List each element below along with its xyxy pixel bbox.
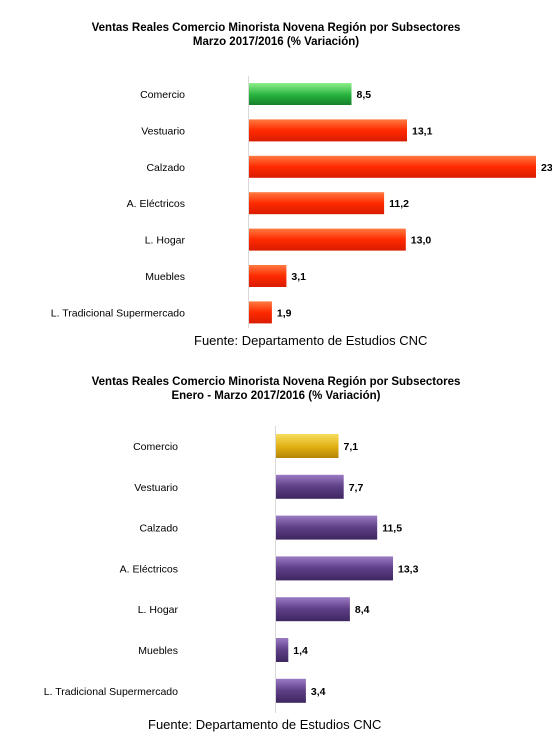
data-label: 13,0 [411,235,432,247]
bar-l-hogar [249,228,406,251]
data-label: 1,4 [293,645,308,657]
category-label: Calzado [139,523,178,535]
bar-comercio [249,83,352,105]
category-label: L. Tradicional Supermercado [44,686,178,698]
chart-subtitle: Marzo 2017/2016 (% Variación) [193,36,359,48]
data-label: 1,9 [277,307,292,319]
bar-l-hogar [276,597,350,622]
data-label: 7,7 [349,482,364,494]
bar-l-tradicional-supermercado [249,301,272,324]
data-label: 8,5 [357,89,372,101]
source-note: Fuente: Departamento de Estudios CNC [194,333,427,348]
bar-vestuario [249,119,407,142]
chart-subtitle: Enero - Marzo 2017/2016 (% Variación) [171,390,380,402]
data-label: 23,8 [541,162,552,174]
category-label: Muebles [138,645,178,657]
chart-enero-marzo: Ventas Reales Comercio Minorista Novena … [44,376,461,732]
category-label: Comercio [133,441,178,453]
category-label: L. Hogar [138,604,179,616]
data-label: 8,4 [355,604,370,616]
bar-calzado [276,515,378,540]
bar-vestuario [276,474,344,499]
bar-l-tradicional-supermercado [276,678,306,703]
bar-muebles [276,638,289,662]
category-label: L. Hogar [145,235,186,247]
data-label: 11,2 [389,198,409,210]
data-label: 3,1 [291,271,306,283]
category-label: L. Tradicional Supermercado [51,307,185,319]
bar-calzado [249,155,536,178]
category-label: Calzado [146,162,185,174]
chart-title: Ventas Reales Comercio Minorista Novena … [92,376,461,388]
category-label: A. Eléctricos [127,198,185,210]
bar-muebles [249,265,287,287]
data-label: 7,1 [344,441,359,453]
category-label: A. Eléctricos [120,563,178,575]
category-label: Comercio [140,89,185,101]
data-label: 3,4 [311,686,326,698]
bar-a-el-ctricos [249,192,385,215]
chart-marzo: Ventas Reales Comercio Minorista Novena … [51,22,552,348]
bar-a-el-ctricos [276,556,393,581]
data-label: 11,5 [382,523,402,535]
data-label: 13,3 [398,563,419,575]
chart-title: Ventas Reales Comercio Minorista Novena … [92,22,461,34]
category-label: Vestuario [134,482,178,494]
category-label: Muebles [145,271,185,283]
source-note: Fuente: Departamento de Estudios CNC [148,717,381,732]
bar-comercio [276,434,339,458]
data-label: 13,1 [412,125,433,137]
category-label: Vestuario [141,125,185,137]
